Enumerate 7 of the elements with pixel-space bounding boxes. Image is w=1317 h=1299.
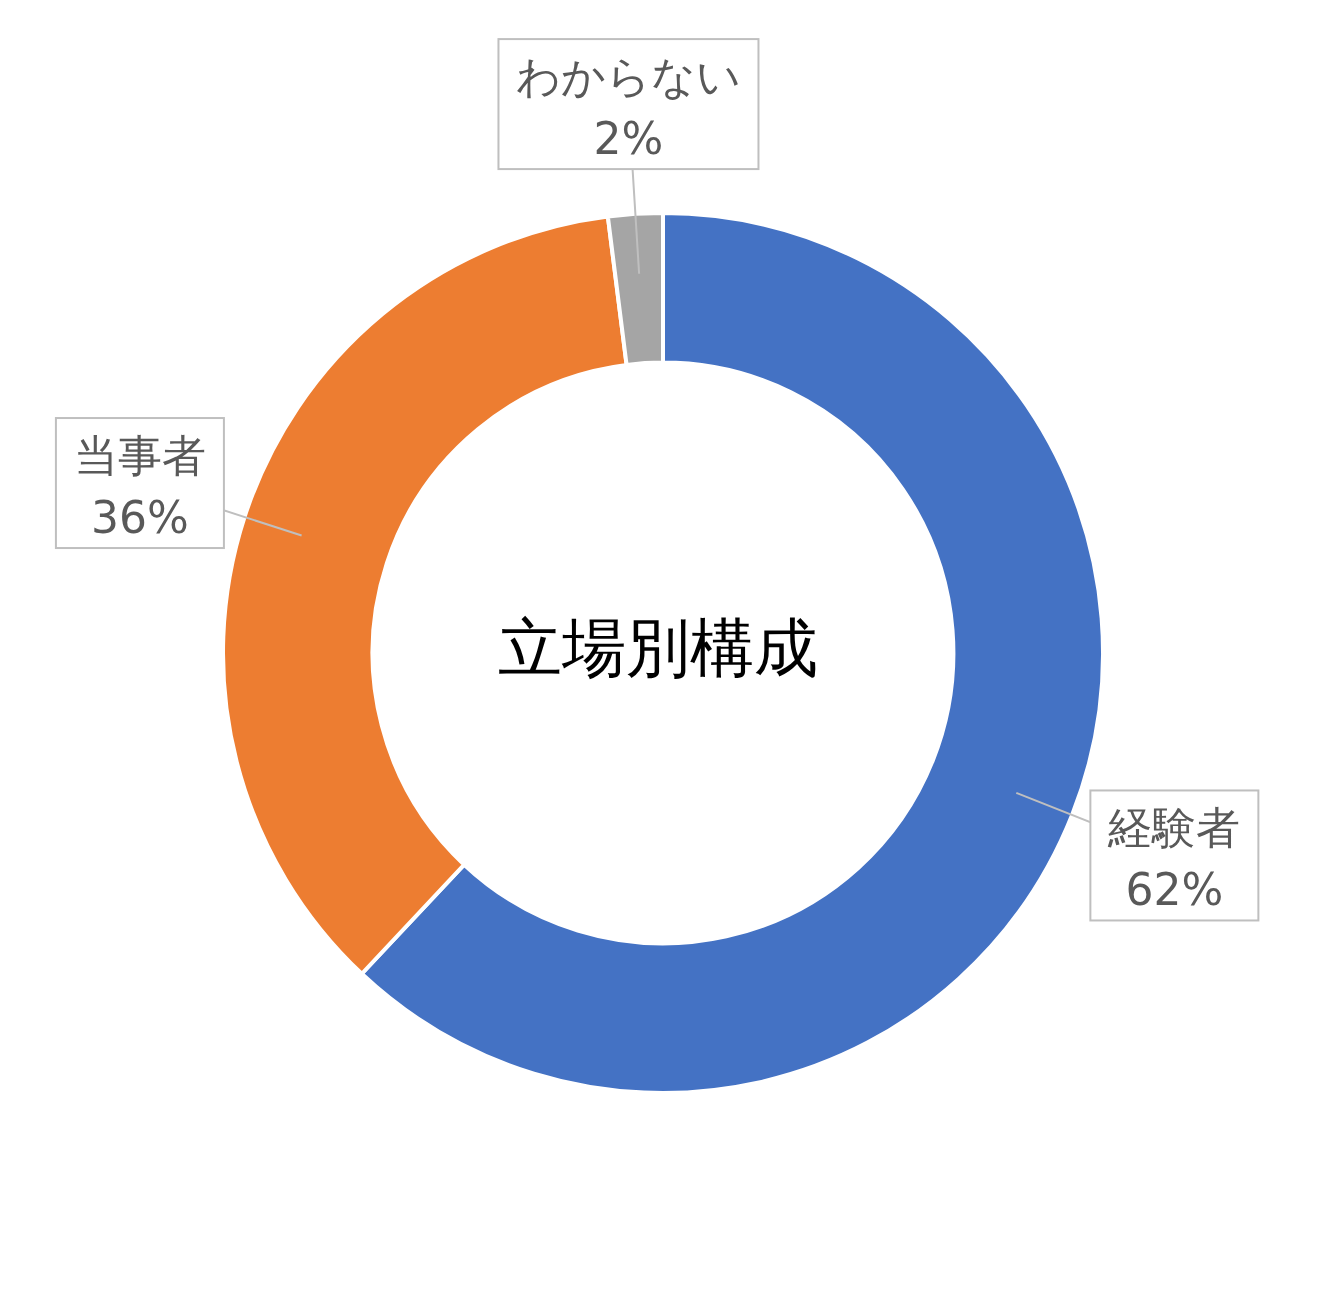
data-label: 36% bbox=[91, 492, 189, 544]
data-label: 2% bbox=[593, 113, 664, 165]
slice-label: わからない bbox=[515, 51, 741, 103]
slice-label: 当事者 bbox=[73, 430, 206, 482]
slice-label: 経験者 bbox=[1107, 802, 1241, 854]
data-label: 62% bbox=[1125, 864, 1224, 916]
text: 立場別構成 bbox=[497, 610, 819, 687]
